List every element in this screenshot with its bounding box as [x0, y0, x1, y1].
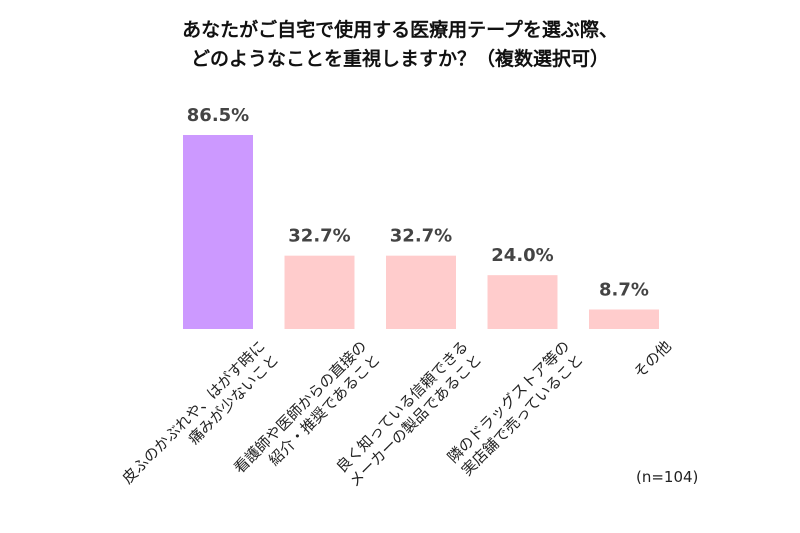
value-label-5: 8.7% — [599, 279, 649, 300]
value-label-3: 32.7% — [390, 226, 452, 247]
value-label-1: 86.5% — [187, 105, 249, 126]
value-label-4: 24.0% — [491, 245, 553, 266]
bars-group — [183, 135, 659, 329]
bar-5 — [589, 309, 659, 329]
chart-title-line-1: あなたがご自宅で使用する医療用テープを選ぶ際、 — [182, 19, 618, 41]
category-label-5: その他 — [630, 337, 675, 382]
value-label-2: 32.7% — [288, 226, 350, 247]
bar-4 — [487, 275, 558, 329]
bar-2 — [284, 255, 355, 329]
chart-title-line-2: どのようなことを重視しますか？（複数選択可） — [190, 48, 609, 70]
bar-3 — [386, 255, 456, 329]
category-label-5-line-1: その他 — [630, 337, 675, 382]
chart-title: あなたがご自宅で使用する医療用テープを選ぶ際、 どのようなことを重視しますか？（… — [0, 16, 800, 74]
sample-size-note: (n=104) — [636, 468, 699, 486]
category-labels-group: 皮ふのかぶれや、はがす時に痛みが少ないこと看護師や医師からの直接の紹介・推奨であ… — [119, 337, 675, 490]
value-labels-group: 86.5% 32.7% 32.7% 24.0% 8.7% — [187, 105, 649, 300]
bar-1 — [183, 135, 253, 329]
